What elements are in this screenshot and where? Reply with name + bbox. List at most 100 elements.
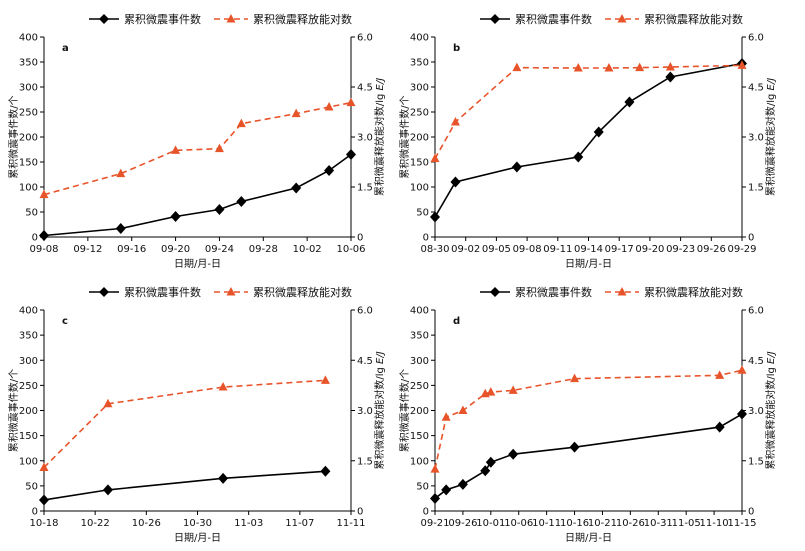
right-y-tick-label: 0 <box>357 507 363 518</box>
x-tick-label: 10-16 <box>560 518 589 529</box>
x-tick-label: 09-16 <box>117 244 146 255</box>
energy-point <box>570 373 580 383</box>
energy-point <box>512 62 522 72</box>
legend-energy-label: 累积微震释放能对数 <box>644 285 743 299</box>
events-point <box>39 230 49 241</box>
x-axis-title: 日期/月-日 <box>174 258 221 270</box>
x-tick-label: 09-05 <box>482 244 511 255</box>
left-y-tick-label: 300 <box>410 83 429 94</box>
events-point <box>170 211 181 222</box>
energy-point <box>604 63 614 72</box>
x-tick-label: 10-26 <box>132 518 161 529</box>
left-y-tick-label: 350 <box>410 58 429 69</box>
x-tick-label: 09-24 <box>205 244 234 255</box>
right-y-tick-label: 0 <box>748 507 754 518</box>
x-axis-title: 日期/月-日 <box>565 532 612 544</box>
left-y-tick-label: 50 <box>416 481 429 492</box>
left-y-axis-title: 累积微震事件数/个 <box>7 95 20 178</box>
energy-point <box>171 145 181 154</box>
x-tick-label: 11-11 <box>336 518 365 529</box>
events-point <box>320 465 331 477</box>
right-y-tick-label: 3.0 <box>748 406 764 417</box>
x-tick-label: 09-26 <box>697 244 726 255</box>
right-y-tick-label: 6.0 <box>357 33 373 44</box>
x-tick-label: 11-10 <box>700 518 729 529</box>
x-tick-label: 10-31 <box>644 518 673 529</box>
right-y-tick-label: 0 <box>357 233 363 244</box>
energy-point <box>441 412 451 421</box>
energy-point <box>103 398 113 408</box>
panel-letter-c: c <box>62 316 68 327</box>
right-y-tick-label: 1.5 <box>748 183 764 194</box>
series-line-events <box>434 62 743 218</box>
left-y-tick-label: 350 <box>19 58 38 69</box>
events-point <box>569 441 580 453</box>
events-point <box>324 165 335 176</box>
x-tick-label: 09-11 <box>543 244 572 255</box>
energy-point <box>39 189 49 199</box>
events-point <box>115 223 126 234</box>
energy-point <box>486 387 496 396</box>
left-y-tick-label: 50 <box>25 481 38 492</box>
legend-energy-marker <box>226 14 236 23</box>
events-point <box>450 176 461 188</box>
x-tick-label: 10-06 <box>336 244 365 255</box>
right-y-tick-label: 3.0 <box>357 406 373 417</box>
events-point <box>457 478 468 490</box>
left-y-tick-label: 100 <box>410 456 429 467</box>
left-y-tick-label: 150 <box>410 158 429 169</box>
left-y-tick-label: 300 <box>19 83 38 94</box>
events-point <box>39 494 49 506</box>
right-y-axis-title-text: 累积微震释放能对数/lg <box>373 90 386 196</box>
energy-point <box>450 117 460 126</box>
events-point <box>291 182 302 194</box>
x-axis-title: 日期/月-日 <box>174 532 221 544</box>
left-y-tick-label: 100 <box>19 456 38 467</box>
left-y-tick-label: 400 <box>410 33 429 44</box>
left-y-axis-title: 累积微震事件数/个 <box>398 95 411 178</box>
x-tick-label: 09-20 <box>161 244 190 255</box>
energy-point <box>665 62 675 71</box>
right-y-tick-label: 6.0 <box>748 306 764 317</box>
left-y-tick-label: 100 <box>410 183 429 194</box>
chart-panel-b: 0 50 100 150 200 250 300 350 400 0 1.5 3.0 4.5 6.0 08-… <box>398 12 777 270</box>
right-y-axis-title: 累积微震释放能对数/lg E/J <box>373 351 386 469</box>
left-y-tick-label: 250 <box>19 108 38 119</box>
right-y-tick-label: 6.0 <box>748 33 764 44</box>
x-axis-title: 日期/月-日 <box>565 258 612 270</box>
events-point <box>737 408 747 420</box>
x-tick-label: 09-12 <box>73 244 102 255</box>
left-y-tick-label: 300 <box>19 356 38 367</box>
legend-events-marker <box>490 14 500 24</box>
x-tick-label: 10-06 <box>504 518 533 529</box>
events-point <box>430 492 440 504</box>
x-tick-label: 11-05 <box>672 518 701 529</box>
events-point <box>102 484 113 496</box>
x-tick-label: 10-18 <box>29 518 58 529</box>
right-y-axis-title: 累积微震释放能对数/lg E/J <box>764 78 777 196</box>
left-y-axis-title: 累积微震事件数/个 <box>7 369 20 452</box>
legend-energy-marker <box>617 287 627 296</box>
x-tick-label: 10-30 <box>183 518 212 529</box>
x-tick-label: 09-20 <box>635 244 664 255</box>
events-point <box>236 196 247 207</box>
energy-point <box>346 97 356 107</box>
energy-point <box>508 385 518 394</box>
x-tick-label: 09-28 <box>249 244 278 255</box>
events-point <box>665 71 676 83</box>
events-point <box>573 151 584 163</box>
x-tick-label: 10-26 <box>616 518 645 529</box>
left-y-tick-label: 350 <box>410 331 429 342</box>
right-y-axis-title-text: 累积微震释放能对数/lg <box>764 90 777 196</box>
events-point <box>214 204 225 215</box>
panel-letter-d: d <box>453 316 460 327</box>
left-y-tick-label: 200 <box>19 406 38 417</box>
legend-energy-marker <box>226 287 236 296</box>
right-y-tick-label: 4.5 <box>748 356 764 367</box>
right-y-tick-label: 3.0 <box>357 133 373 144</box>
series-line-energy <box>43 379 326 469</box>
left-y-tick-label: 250 <box>19 381 38 392</box>
x-tick-label: 09-02 <box>451 244 480 255</box>
legend-events-label: 累积微震事件数 <box>124 285 201 299</box>
x-tick-label: 11-15 <box>727 518 756 529</box>
